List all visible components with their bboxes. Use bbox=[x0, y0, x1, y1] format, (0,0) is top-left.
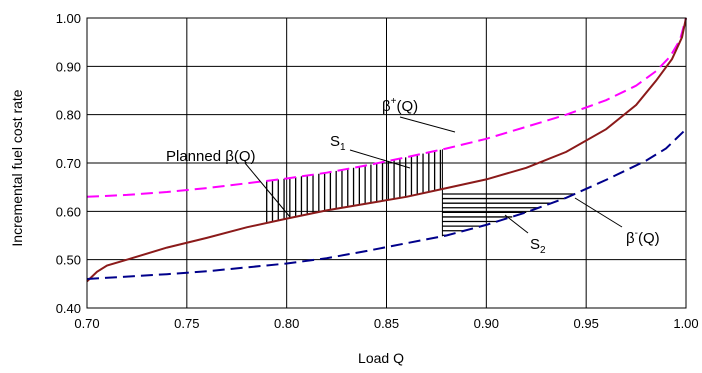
hatch-regions bbox=[266, 149, 576, 237]
x-tick-label: 0.75 bbox=[174, 316, 199, 331]
beta-minus-line bbox=[86, 128, 687, 280]
x-tick-label: 0.85 bbox=[374, 316, 399, 331]
plot-frame bbox=[86, 17, 687, 309]
y-tick-label: 0.50 bbox=[56, 253, 81, 268]
x-tick-label: 1.00 bbox=[673, 316, 698, 331]
y-tick-labels: 0.40 0.50 0.60 0.70 0.80 0.90 1.00 bbox=[56, 11, 81, 316]
s2-leader bbox=[504, 214, 529, 234]
annotations: β+(Q) Planned β(Q) S1 S2 β-(Q) bbox=[166, 96, 660, 256]
beta-plus-line bbox=[86, 17, 687, 198]
series-lines bbox=[86, 17, 687, 283]
x-tick-label: 0.90 bbox=[474, 316, 499, 331]
planned-beta-line bbox=[86, 17, 687, 283]
beta-plus-label: β+(Q) bbox=[382, 96, 418, 115]
plot-area-border bbox=[86, 17, 687, 309]
s1-leader bbox=[349, 149, 411, 169]
x-tick-label: 0.95 bbox=[574, 316, 599, 331]
beta-minus-leader bbox=[574, 197, 623, 228]
s1-label: S1 bbox=[330, 133, 346, 153]
y-tick-label: 1.00 bbox=[56, 11, 81, 26]
y-tick-label: 0.60 bbox=[56, 204, 81, 219]
y-tick-label: 0.90 bbox=[56, 59, 81, 74]
beta-plus-leader bbox=[399, 116, 456, 133]
x-tick-label: 0.80 bbox=[274, 316, 299, 331]
y-tick-label: 0.40 bbox=[56, 301, 81, 316]
y-tick-label: 0.70 bbox=[56, 156, 81, 171]
s2-label: S2 bbox=[530, 236, 546, 256]
x-tick-label: 0.70 bbox=[74, 316, 99, 331]
planned-beta-leader bbox=[244, 162, 291, 218]
y-tick-label: 0.80 bbox=[56, 108, 81, 123]
y-axis-title: Incremental fuel cost rate bbox=[9, 89, 25, 246]
planned-beta-label: Planned β(Q) bbox=[166, 148, 256, 165]
beta-minus-label: β-(Q) bbox=[626, 228, 660, 247]
x-axis-title: Load Q bbox=[358, 350, 404, 366]
x-tick-labels: 0.70 0.75 0.80 0.85 0.90 0.95 1.00 bbox=[74, 316, 698, 331]
